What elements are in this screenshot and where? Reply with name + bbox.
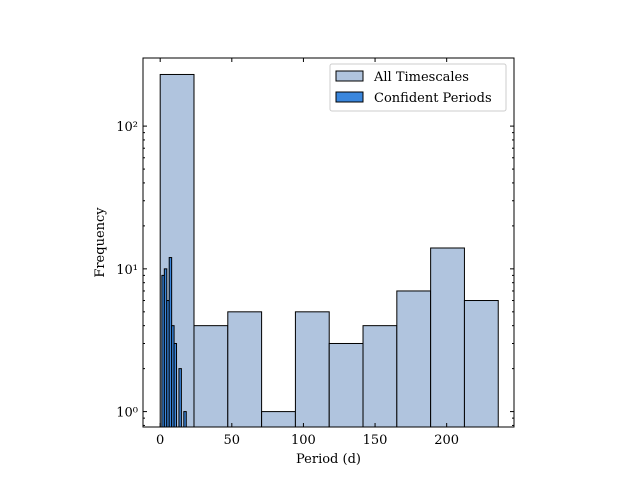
y-axis-label: Frequency <box>93 207 108 278</box>
x-tick-label: 50 <box>224 433 241 448</box>
all-timescales-bar-3 <box>261 411 296 428</box>
all-timescales-bars <box>159 73 499 428</box>
x-tick-label: 150 <box>363 433 388 448</box>
plot-frame <box>142 57 515 428</box>
all-timescales-bar-5 <box>328 342 364 428</box>
all-timescales-bar-7 <box>396 290 432 428</box>
confident-periods-bar-7 <box>183 411 187 428</box>
legend: All Timescales Confident Periods <box>329 63 507 112</box>
x-tick-label: 0 <box>156 433 164 448</box>
y-tick-label: 10² <box>116 120 138 135</box>
x-tick-label: 100 <box>291 433 316 448</box>
legend-label: All Timescales <box>373 70 469 85</box>
y-tick-label: 10¹ <box>116 263 138 278</box>
x-tick-label: 200 <box>434 433 459 448</box>
legend-label: Confident Periods <box>374 91 492 106</box>
all-timescales-bar-6 <box>362 325 398 428</box>
all-timescales-bar-1 <box>193 325 229 428</box>
legend-swatch <box>335 91 364 103</box>
all-timescales-bar-2 <box>227 311 263 428</box>
confident-periods-bar-6 <box>178 368 182 428</box>
confident-periods-bar-5 <box>173 342 178 428</box>
x-axis-label: Period (d) <box>296 452 361 467</box>
y-tick-label: 10⁰ <box>116 406 138 421</box>
all-timescales-bar-8 <box>430 247 465 428</box>
all-timescales-bar-4 <box>294 311 330 428</box>
all-timescales-bar-9 <box>463 300 499 428</box>
axis-ticks: 0 50 100 150 200 10⁰ 10¹ 10² <box>116 58 514 448</box>
legend-swatch <box>335 70 364 82</box>
legend-box <box>329 63 507 112</box>
